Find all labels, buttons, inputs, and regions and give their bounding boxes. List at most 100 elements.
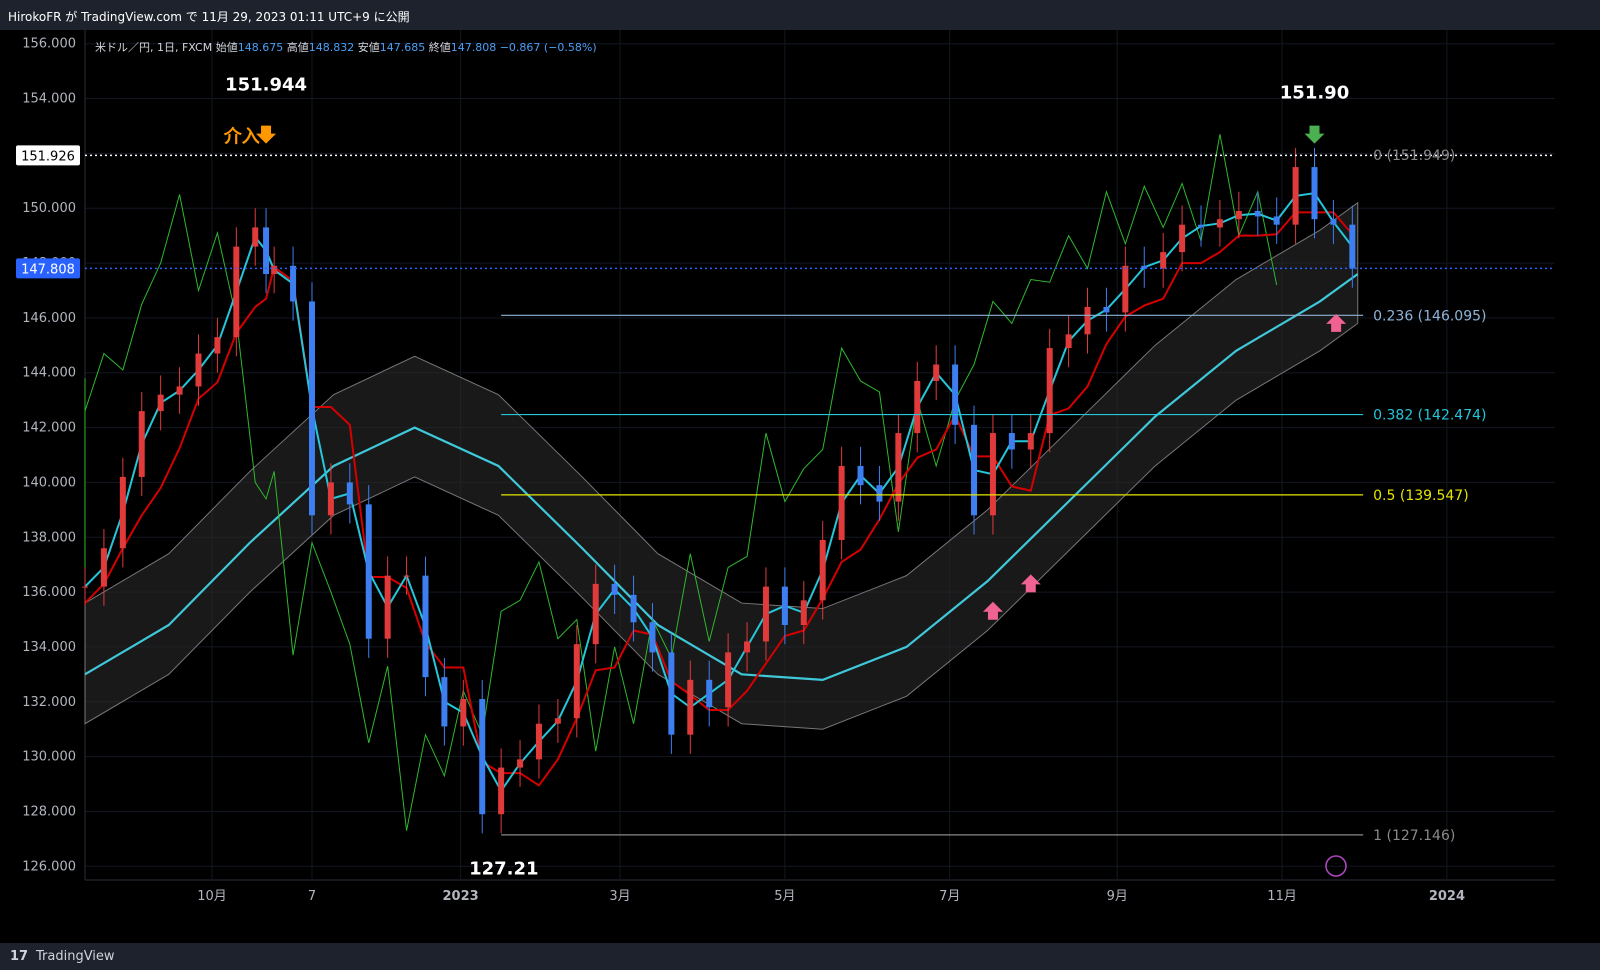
arrow-up-icon bbox=[982, 601, 1003, 620]
arrow-down-icon bbox=[1304, 125, 1325, 144]
high-value: 148.832 bbox=[308, 41, 355, 54]
x-tick-label: 7月 bbox=[939, 889, 960, 904]
tradingview-logo-icon[interactable]: 17 bbox=[10, 949, 29, 964]
candle-body bbox=[762, 586, 769, 642]
candle-body bbox=[138, 411, 145, 477]
price-badge-value: 151.926 bbox=[21, 149, 75, 164]
close-value: 147.808 bbox=[450, 41, 497, 54]
x-tick-label: 2023 bbox=[443, 889, 479, 904]
y-tick-label: 128.000 bbox=[22, 804, 76, 819]
close-label: 終値 bbox=[428, 41, 451, 54]
candle-body bbox=[290, 265, 297, 302]
candle-body bbox=[252, 227, 259, 247]
candle-body bbox=[233, 246, 240, 338]
candle-body bbox=[857, 465, 864, 486]
candle-body bbox=[706, 679, 713, 708]
fib-level-label: 0.5 (139.547) bbox=[1373, 488, 1469, 504]
candle-body bbox=[1198, 224, 1205, 228]
annotation-label: 151.90 bbox=[1280, 83, 1349, 104]
y-tick-label: 134.000 bbox=[22, 640, 76, 655]
candle-body bbox=[1273, 216, 1280, 225]
candle-body bbox=[592, 583, 599, 645]
price-badge bbox=[16, 145, 80, 166]
x-tick-label: 7 bbox=[308, 889, 316, 904]
x-tick-label: 11月 bbox=[1267, 889, 1297, 904]
candle-body bbox=[649, 622, 656, 653]
candle-body bbox=[687, 679, 694, 735]
candle-body bbox=[1235, 210, 1242, 220]
candle-body bbox=[989, 433, 996, 516]
x-tick-label: 2024 bbox=[1429, 889, 1465, 904]
arrow-up-icon bbox=[1326, 313, 1347, 332]
symbol-label[interactable]: 米ドル／円, 1日, FXCM bbox=[95, 41, 213, 54]
candle-body bbox=[1160, 252, 1167, 269]
candle-body bbox=[725, 652, 732, 708]
candle-body bbox=[573, 644, 580, 719]
candle-body bbox=[1027, 433, 1034, 450]
candle-body bbox=[460, 699, 467, 727]
footer-brand[interactable]: TradingView bbox=[36, 949, 115, 964]
candle-body bbox=[1292, 167, 1299, 225]
price-chart[interactable]: 156.000154.000152.000150.000148.000146.0… bbox=[0, 30, 1600, 943]
candle-body bbox=[1084, 306, 1091, 335]
candle-body bbox=[1179, 224, 1186, 253]
candle-body bbox=[1103, 306, 1110, 313]
change-value: −0.867 (−0.58%) bbox=[499, 41, 597, 54]
y-tick-label: 150.000 bbox=[22, 201, 76, 216]
candle-body bbox=[327, 482, 334, 516]
annotation-label: 127.21 bbox=[469, 859, 538, 880]
annotation-label: 介入 bbox=[223, 125, 260, 147]
kumo-cloud bbox=[84, 201, 1359, 730]
candle-body bbox=[630, 594, 637, 623]
candle-body bbox=[403, 575, 410, 577]
candle-body bbox=[819, 540, 826, 601]
publish-info-bar: HirokoFR が TradingView.com で 11月 29, 202… bbox=[0, 0, 1600, 30]
arrow-up-icon bbox=[1020, 574, 1041, 593]
candle-body bbox=[1349, 224, 1356, 269]
candle-body bbox=[1216, 219, 1223, 228]
annotation-label: 151.944 bbox=[225, 74, 307, 95]
candle-body bbox=[263, 227, 270, 275]
fib-level-label: 0.236 (146.095) bbox=[1373, 308, 1486, 324]
open-label: 始値 bbox=[215, 41, 238, 54]
candle-body bbox=[554, 718, 561, 724]
chart-area[interactable]: 156.000154.000152.000150.000148.000146.0… bbox=[0, 30, 1600, 943]
y-tick-label: 130.000 bbox=[22, 750, 76, 765]
candle-body bbox=[308, 301, 315, 516]
candle-body bbox=[876, 485, 883, 502]
candle-body bbox=[838, 465, 845, 540]
y-tick-label: 156.000 bbox=[22, 37, 76, 52]
candle-body bbox=[365, 504, 372, 639]
sma-line bbox=[84, 273, 1359, 681]
chikou-line bbox=[84, 134, 1278, 831]
candle-body bbox=[214, 337, 221, 354]
y-tick-label: 140.000 bbox=[22, 475, 76, 490]
y-tick-label: 142.000 bbox=[22, 421, 76, 436]
candle-body bbox=[781, 586, 788, 625]
y-tick-label: 154.000 bbox=[22, 92, 76, 107]
y-tick-label: 138.000 bbox=[22, 530, 76, 545]
low-value: 147.685 bbox=[379, 41, 426, 54]
y-tick-label: 144.000 bbox=[22, 366, 76, 381]
arrow-down-icon bbox=[256, 125, 277, 144]
candle-body bbox=[895, 433, 902, 502]
candle-body bbox=[157, 394, 164, 412]
candle-body bbox=[1330, 219, 1337, 225]
x-tick-label: 9月 bbox=[1107, 889, 1128, 904]
candle-body bbox=[1311, 167, 1318, 220]
candle-body bbox=[914, 380, 921, 434]
candle-body bbox=[668, 652, 675, 735]
x-tick-label: 3月 bbox=[609, 889, 630, 904]
candle-body bbox=[498, 767, 505, 815]
candle-body bbox=[744, 641, 751, 653]
candle-body bbox=[535, 723, 542, 760]
candle-body bbox=[100, 548, 107, 587]
candle-body bbox=[119, 476, 126, 549]
candle-body bbox=[971, 424, 978, 516]
candle-body bbox=[346, 482, 353, 505]
low-label: 安値 bbox=[357, 41, 380, 54]
candle-body bbox=[1122, 265, 1129, 313]
candle-body bbox=[1141, 265, 1148, 269]
candle-body bbox=[1065, 334, 1072, 349]
fib-level-label: 0.382 (142.474) bbox=[1373, 408, 1486, 424]
